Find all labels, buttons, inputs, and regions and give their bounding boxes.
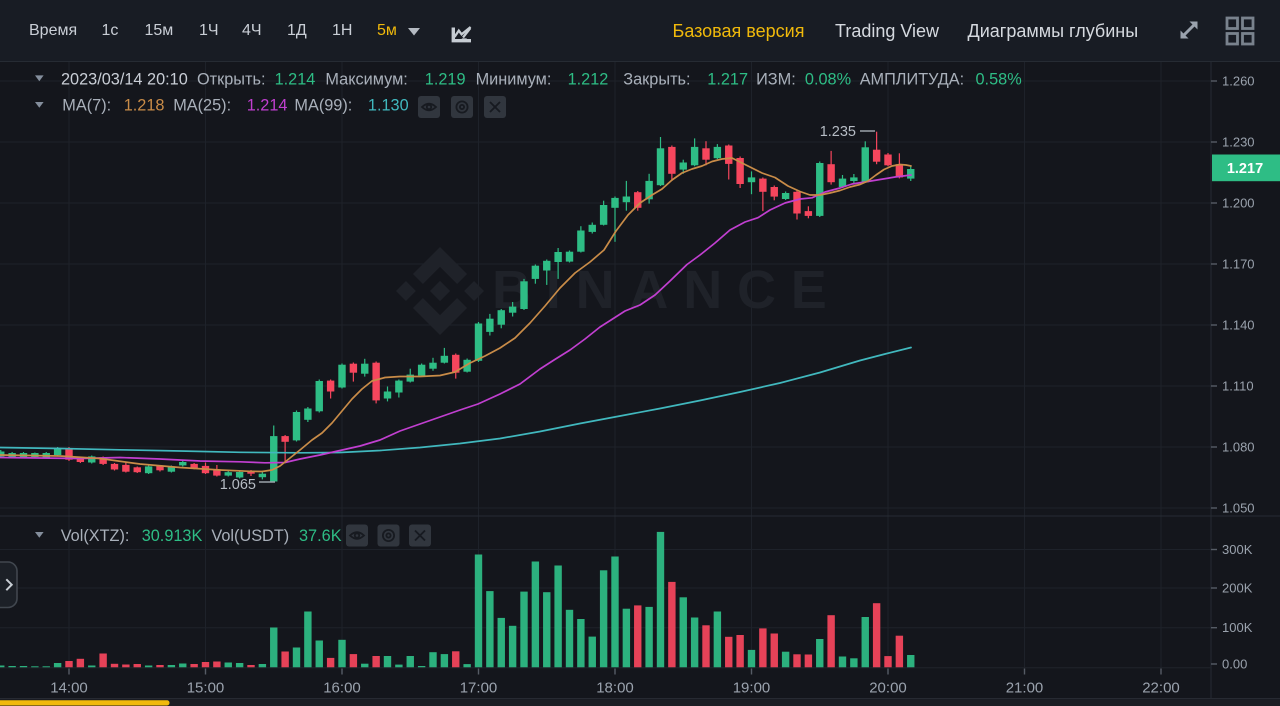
svg-text:1.214: 1.214 (247, 97, 288, 115)
svg-text:Максимум:: Максимум: (325, 70, 407, 88)
svg-text:22:00: 22:00 (1142, 680, 1180, 697)
svg-text:АМПЛИТУДА:: АМПЛИТУДА: (860, 70, 964, 88)
svg-text:20:00: 20:00 (869, 680, 907, 697)
svg-text:19:00: 19:00 (733, 680, 771, 697)
svg-text:1.260: 1.260 (1222, 74, 1255, 89)
svg-text:1.110: 1.110 (1222, 379, 1254, 394)
svg-text:0.58%: 0.58% (976, 70, 1022, 88)
svg-text:16:00: 16:00 (323, 680, 361, 697)
svg-text:1.200: 1.200 (1222, 196, 1255, 211)
svg-text:18:00: 18:00 (596, 680, 634, 697)
svg-text:Закрыть:: Закрыть: (623, 70, 690, 88)
svg-text:1.219: 1.219 (425, 70, 466, 88)
svg-text:1.065: 1.065 (220, 477, 256, 493)
svg-text:Vol(XTZ):: Vol(XTZ): (61, 527, 130, 545)
svg-text:30.913K: 30.913K (142, 527, 203, 545)
svg-text:1.130: 1.130 (368, 97, 409, 115)
svg-text:MA(99):: MA(99): (294, 97, 352, 115)
svg-text:17:00: 17:00 (460, 680, 498, 697)
svg-text:0.00: 0.00 (1222, 657, 1247, 672)
svg-text:1.217: 1.217 (1227, 161, 1263, 177)
svg-text:1.214: 1.214 (275, 70, 316, 88)
svg-text:200K: 200K (1222, 581, 1253, 596)
svg-text:1.170: 1.170 (1222, 257, 1255, 272)
svg-text:MA(25):: MA(25): (173, 97, 231, 115)
svg-text:1.212: 1.212 (568, 70, 609, 88)
svg-text:Vol(USDT): Vol(USDT) (211, 527, 289, 545)
svg-text:ИЗМ:: ИЗМ: (756, 70, 796, 88)
svg-text:MA(7):: MA(7): (62, 97, 111, 115)
svg-text:1.217: 1.217 (707, 70, 748, 88)
svg-text:1.080: 1.080 (1222, 440, 1255, 455)
svg-text:21:00: 21:00 (1006, 680, 1044, 697)
svg-text:Минимум:: Минимум: (476, 70, 552, 88)
svg-text:1.140: 1.140 (1222, 318, 1255, 333)
svg-text:15:00: 15:00 (187, 680, 225, 697)
svg-text:100K: 100K (1222, 620, 1253, 635)
svg-text:2023/03/14 20:10: 2023/03/14 20:10 (61, 70, 188, 88)
svg-text:1.050: 1.050 (1222, 501, 1255, 516)
svg-text:1.218: 1.218 (124, 97, 165, 115)
svg-text:14:00: 14:00 (50, 680, 88, 697)
svg-text:300K: 300K (1222, 542, 1253, 557)
svg-text:1.235: 1.235 (820, 124, 856, 140)
svg-text:37.6K: 37.6K (299, 527, 342, 545)
svg-text:Открыть:: Открыть: (197, 70, 265, 88)
svg-text:0.08%: 0.08% (805, 70, 851, 88)
svg-text:1.230: 1.230 (1222, 135, 1255, 150)
